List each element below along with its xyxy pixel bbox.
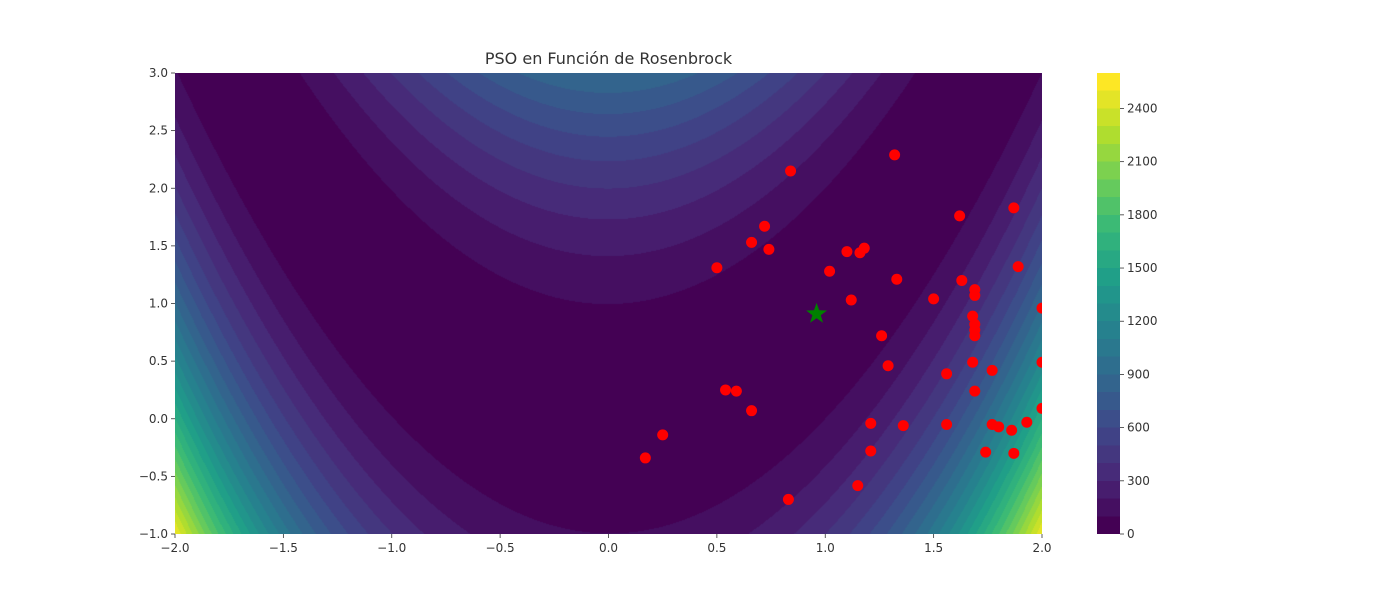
colorbar-tick-label: 900 <box>1127 367 1150 381</box>
colorbar-tick-label: 2400 <box>1127 101 1158 115</box>
particle-point <box>785 165 797 177</box>
particle-point <box>657 429 669 441</box>
particle-point <box>865 417 877 429</box>
particle-point <box>969 330 981 342</box>
colorbar-tick-label: 0 <box>1127 527 1135 541</box>
particle-point <box>1036 356 1042 368</box>
y-tick-label: 3.0 <box>149 66 168 80</box>
particle-point <box>845 294 857 306</box>
particle-point <box>746 405 758 417</box>
x-tick-label: −1.5 <box>269 541 298 555</box>
y-tick-label: 2.5 <box>149 124 168 138</box>
particle-point <box>891 273 903 285</box>
x-axis: −2.0 −1.5 −1.0 −0.5 0.0 0.5 1.0 1.5 2.0 <box>160 534 1052 555</box>
particle-markers <box>639 149 1042 505</box>
x-tick-label: 1.5 <box>924 541 943 555</box>
particle-point <box>1036 402 1042 414</box>
best-position-star-marker <box>806 302 828 323</box>
y-tick-label: 1.0 <box>149 297 168 311</box>
x-tick-label: 2.0 <box>1032 541 1051 555</box>
particle-point <box>841 246 853 258</box>
particle-point <box>967 356 979 368</box>
y-tick-label: −0.5 <box>139 469 168 483</box>
particle-point <box>956 274 968 286</box>
particle-point <box>969 289 981 301</box>
colorbar-ticks: 0 300 600 900 1200 1500 1800 2100 2400 <box>1120 101 1158 541</box>
x-tick-label: −1.0 <box>377 541 406 555</box>
particle-point <box>1012 261 1024 273</box>
particle-point <box>1008 202 1020 214</box>
colorbar-tick-label: 600 <box>1127 421 1150 435</box>
particle-point <box>858 242 870 254</box>
y-tick-label: 0.0 <box>149 412 168 426</box>
particle-point <box>720 384 732 396</box>
particle-point <box>865 445 877 457</box>
y-axis: −1.0 −0.5 0.0 0.5 1.0 1.5 2.0 2.5 3.0 <box>139 66 175 541</box>
particle-point <box>759 220 771 232</box>
chart-title: PSO en Función de Rosenbrock <box>485 49 733 68</box>
particle-point <box>928 293 940 305</box>
colorbar: 0 300 600 900 1200 1500 1800 2100 2400 <box>1097 73 1158 541</box>
particle-point <box>763 243 775 255</box>
particle-point <box>993 421 1005 433</box>
colorbar-tick-label: 1500 <box>1127 261 1158 275</box>
particle-point <box>730 385 742 397</box>
particle-point <box>824 265 836 277</box>
particle-point <box>852 480 864 492</box>
colorbar-tick-label: 300 <box>1127 474 1150 488</box>
particle-point <box>876 330 888 342</box>
y-tick-label: 0.5 <box>149 354 168 368</box>
particle-point <box>882 360 894 372</box>
contour-fill <box>175 73 1042 534</box>
particle-point <box>941 419 953 431</box>
particle-point <box>639 452 651 464</box>
y-tick-label: 2.0 <box>149 181 168 195</box>
y-tick-label: −1.0 <box>139 527 168 541</box>
plot-area <box>175 73 1042 534</box>
y-tick-label: 1.5 <box>149 239 168 253</box>
colorbar-tick-label: 1200 <box>1127 314 1158 328</box>
colorbar-tick-label: 1800 <box>1127 208 1158 222</box>
particle-point <box>969 385 981 397</box>
particle-point <box>889 149 901 161</box>
particle-point <box>1036 302 1042 314</box>
colorbar-gradient <box>1097 73 1120 534</box>
x-tick-label: 0.5 <box>707 541 726 555</box>
x-tick-label: −0.5 <box>486 541 515 555</box>
particle-point <box>897 420 909 432</box>
particle-point <box>954 210 966 222</box>
x-tick-label: 1.0 <box>816 541 835 555</box>
x-tick-label: 0.0 <box>599 541 618 555</box>
colorbar-tick-label: 2100 <box>1127 155 1158 169</box>
particle-point <box>986 364 998 376</box>
particle-point <box>980 446 992 458</box>
particle-point <box>941 368 953 380</box>
particle-point <box>1021 416 1033 428</box>
x-tick-label: −2.0 <box>160 541 189 555</box>
particle-point <box>782 493 794 505</box>
particle-point <box>1006 424 1018 436</box>
particle-point <box>746 236 758 248</box>
particle-point <box>711 262 723 274</box>
particle-point <box>1008 447 1020 459</box>
